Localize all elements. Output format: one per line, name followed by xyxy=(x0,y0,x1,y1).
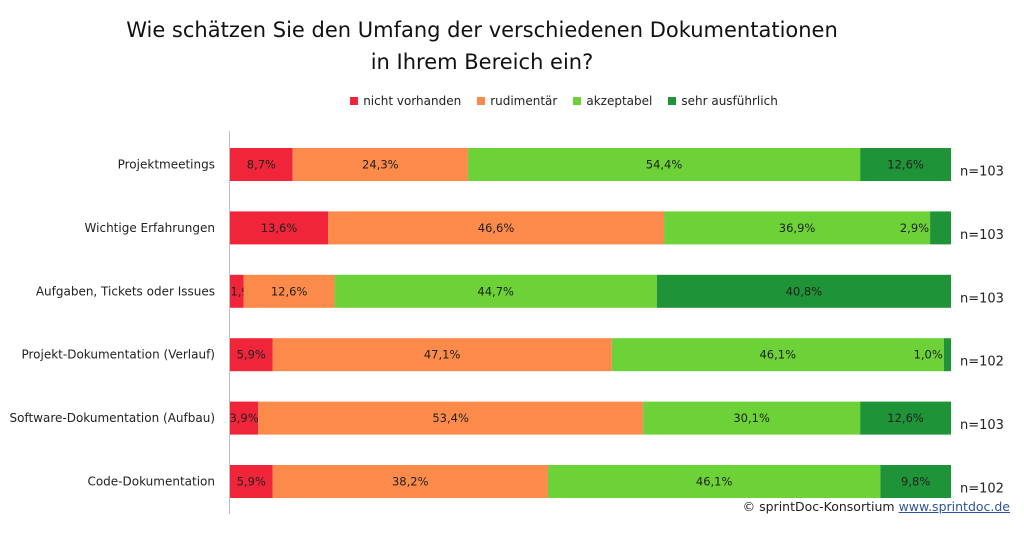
chart-title-line-1: Wie schätzen Sie den Umfang der verschie… xyxy=(126,18,838,42)
category-label: Projekt-Dokumentation (Verlauf) xyxy=(21,348,215,362)
data-label: 3,9% xyxy=(229,411,258,425)
bar-segment xyxy=(664,211,931,245)
data-label: 40,8% xyxy=(786,284,823,298)
bar-segment xyxy=(230,211,329,245)
bar-segment xyxy=(880,465,951,498)
category-label: Wichtige Erfahrungen xyxy=(85,221,215,235)
data-label: 44,7% xyxy=(477,284,514,298)
data-label: 9,8% xyxy=(901,475,930,489)
bar-segment xyxy=(467,148,861,181)
data-label: 24,3% xyxy=(362,158,399,172)
data-label: 8,7% xyxy=(247,158,276,172)
bar-segment xyxy=(292,148,468,181)
data-label: 54,4% xyxy=(646,158,683,172)
legend-item-sehr-ausfuehrlich: sehr ausführlich xyxy=(668,94,778,108)
data-label: 46,6% xyxy=(478,221,515,235)
sample-size-label: n=103 xyxy=(960,165,1004,180)
bar-segment xyxy=(230,338,273,372)
data-label: 1,0% xyxy=(914,348,943,362)
bar-segment xyxy=(272,338,612,372)
category-label: Code-Dokumentation xyxy=(87,475,215,489)
data-label: 12,6% xyxy=(887,158,924,172)
data-label: 30,1% xyxy=(733,411,770,425)
sample-size-label: n=103 xyxy=(960,228,1004,243)
data-label: 47,1% xyxy=(424,348,461,362)
bar-segment xyxy=(328,211,665,245)
legend-label: rudimentär xyxy=(490,94,558,108)
legend-swatch xyxy=(573,97,582,105)
bar-segment xyxy=(611,338,944,372)
data-label: 53,4% xyxy=(432,411,469,425)
data-label: 2,9% xyxy=(900,221,929,235)
legend-swatch xyxy=(350,97,359,105)
legend-label: nicht vorhanden xyxy=(363,94,462,108)
legend-swatch xyxy=(477,97,486,105)
data-label: 38,2% xyxy=(392,475,429,489)
bar-segment xyxy=(943,338,951,372)
data-label: 13,6% xyxy=(261,221,298,235)
chart-title: Wie schätzen Sie den Umfang der verschie… xyxy=(0,14,964,78)
data-label: 46,1% xyxy=(696,475,733,489)
legend-item-akzeptabel: akzeptabel xyxy=(573,94,652,108)
bar-segment xyxy=(860,148,951,181)
bar-segment xyxy=(243,274,335,308)
legend-swatch xyxy=(668,97,677,105)
bar-segment xyxy=(656,274,951,308)
bar-segment xyxy=(643,401,861,435)
legend-item-nicht-vorhanden: nicht vorhanden xyxy=(350,94,461,108)
bar-segment xyxy=(258,401,644,435)
copyright-text: © sprintDoc-Konsortium xyxy=(742,499,895,514)
category-label: Aufgaben, Tickets oder Issues xyxy=(36,284,215,298)
bar-segment xyxy=(272,465,548,498)
bar-segment xyxy=(230,274,244,308)
sample-size-label: n=102 xyxy=(960,355,1004,370)
data-label: 36,9% xyxy=(779,221,816,235)
data-label: 46,1% xyxy=(759,348,796,362)
legend-item-rudimentaer: rudimentär xyxy=(477,94,557,108)
chart-legend: nicht vorhanden rudimentär akzeptabel se… xyxy=(0,94,1024,108)
data-label: 12,6% xyxy=(887,411,924,425)
sample-size-label: n=103 xyxy=(960,291,1004,306)
bar-segment xyxy=(334,274,657,308)
sample-size-label: n=102 xyxy=(960,482,1004,497)
data-label: 5,9% xyxy=(237,348,266,362)
legend-label: akzeptabel xyxy=(586,94,653,108)
bar-segment xyxy=(230,148,293,181)
data-label: 5,9% xyxy=(237,475,266,489)
website-link[interactable]: www.sprintdoc.de xyxy=(898,499,1010,514)
sample-size-label: n=103 xyxy=(960,418,1004,433)
category-label: Software-Dokumentation (Aufbau) xyxy=(9,411,215,425)
category-label: Projektmeetings xyxy=(118,158,215,172)
bar-segment xyxy=(860,401,951,435)
bar-segment xyxy=(230,401,259,435)
data-label: 12,6% xyxy=(271,284,308,298)
bar-segment xyxy=(230,465,273,498)
bar-segment xyxy=(547,465,881,498)
legend-label: sehr ausführlich xyxy=(681,94,778,108)
copyright-notice: © sprintDoc-Konsortium www.sprintdoc.de xyxy=(743,499,1010,514)
chart-title-line-2: in Ihrem Bereich ein? xyxy=(370,50,594,74)
bar-segment xyxy=(930,211,951,245)
